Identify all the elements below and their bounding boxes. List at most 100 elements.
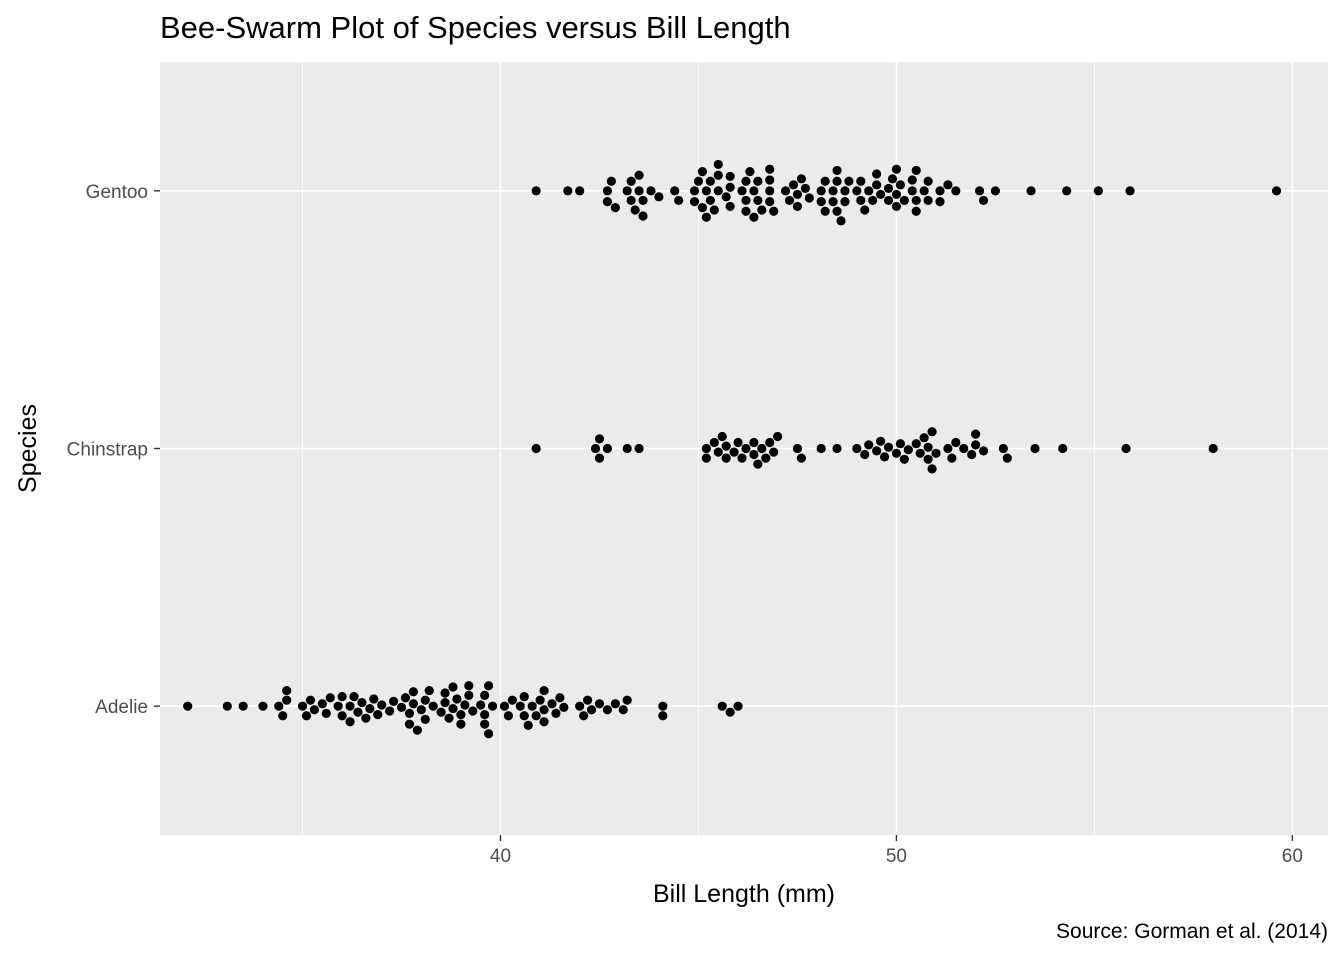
data-point-gentoo xyxy=(765,164,775,174)
data-point-gentoo xyxy=(1125,186,1135,196)
data-point-gentoo xyxy=(828,197,838,207)
data-point-gentoo xyxy=(907,175,917,185)
data-point-chinstrap xyxy=(1208,443,1218,454)
data-point-adelie xyxy=(345,717,355,727)
x-tick-label: 40 xyxy=(490,846,511,867)
data-point-gentoo xyxy=(923,195,933,206)
data-point-gentoo xyxy=(765,186,775,196)
data-point-adelie xyxy=(408,687,418,697)
data-point-gentoo xyxy=(891,164,902,174)
data-point-chinstrap xyxy=(796,453,807,463)
data-point-adelie xyxy=(535,695,545,705)
data-point-adelie xyxy=(484,681,494,691)
data-point-gentoo xyxy=(654,192,664,202)
data-point-adelie xyxy=(452,694,462,704)
data-point-gentoo xyxy=(769,206,779,216)
data-point-chinstrap xyxy=(709,437,719,448)
data-point-adelie xyxy=(499,701,510,711)
data-point-gentoo xyxy=(610,203,620,213)
data-point-gentoo xyxy=(852,186,862,196)
data-point-chinstrap xyxy=(919,433,929,443)
data-point-adelie xyxy=(539,685,549,696)
data-point-adelie xyxy=(658,701,668,711)
data-point-chinstrap xyxy=(915,448,925,458)
data-point-gentoo xyxy=(721,192,731,202)
data-point-chinstrap xyxy=(590,443,601,454)
data-point-adelie xyxy=(436,707,446,717)
data-point-adelie xyxy=(487,701,498,711)
data-point-gentoo xyxy=(943,180,953,190)
data-point-chinstrap xyxy=(864,440,874,450)
data-point-gentoo xyxy=(737,186,747,196)
data-point-adelie xyxy=(361,713,371,723)
data-point-adelie xyxy=(527,701,537,711)
data-point-chinstrap xyxy=(967,449,977,460)
data-point-gentoo xyxy=(705,176,715,186)
data-point-adelie xyxy=(373,709,383,720)
data-point-adelie xyxy=(420,695,430,705)
data-point-gentoo xyxy=(883,195,894,206)
data-point-adelie xyxy=(301,711,312,721)
data-point-adelie xyxy=(622,695,632,705)
data-point-chinstrap xyxy=(749,437,759,448)
data-point-chinstrap xyxy=(875,436,886,446)
data-point-gentoo xyxy=(765,175,775,185)
data-point-gentoo xyxy=(602,186,613,196)
data-point-chinstrap xyxy=(998,443,1008,454)
data-point-adelie xyxy=(523,720,533,730)
data-point-gentoo xyxy=(693,176,704,186)
data-point-gentoo xyxy=(780,186,791,196)
data-point-chinstrap xyxy=(634,443,644,454)
data-point-adelie xyxy=(547,699,557,709)
data-point-chinstrap xyxy=(792,443,803,454)
data-point-chinstrap xyxy=(947,453,957,463)
data-point-chinstrap xyxy=(1058,443,1068,454)
data-point-gentoo xyxy=(689,197,700,207)
data-point-gentoo xyxy=(840,186,850,196)
data-point-chinstrap xyxy=(899,454,909,464)
data-point-gentoo xyxy=(832,206,842,216)
chart-caption: Source: Gorman et al. (2014) xyxy=(1056,920,1328,943)
data-point-adelie xyxy=(480,719,490,729)
data-point-chinstrap xyxy=(765,437,775,448)
data-point-chinstrap xyxy=(701,453,711,463)
data-point-adelie xyxy=(480,709,490,720)
data-point-gentoo xyxy=(907,186,917,196)
data-point-adelie xyxy=(515,701,525,711)
data-point-gentoo xyxy=(911,165,921,176)
data-point-chinstrap xyxy=(741,443,751,454)
data-point-adelie xyxy=(456,709,466,720)
data-point-chinstrap xyxy=(721,453,731,463)
data-point-gentoo xyxy=(864,186,874,196)
data-point-gentoo xyxy=(697,167,708,177)
data-point-adelie xyxy=(282,685,292,696)
data-point-chinstrap xyxy=(713,447,723,457)
data-point-adelie xyxy=(412,725,422,735)
data-point-adelie xyxy=(586,705,597,715)
data-point-chinstrap xyxy=(769,447,779,457)
data-point-gentoo xyxy=(887,174,898,184)
data-point-adelie xyxy=(519,691,529,702)
data-point-gentoo xyxy=(820,206,830,216)
data-point-adelie xyxy=(357,697,367,708)
data-point-gentoo xyxy=(816,197,826,207)
data-point-gentoo xyxy=(674,195,684,206)
data-point-chinstrap xyxy=(816,443,826,454)
data-point-gentoo xyxy=(709,205,719,215)
data-point-chinstrap xyxy=(737,453,747,463)
data-point-gentoo xyxy=(697,203,708,213)
data-point-adelie xyxy=(420,714,430,724)
data-point-gentoo xyxy=(646,186,656,196)
data-point-chinstrap xyxy=(1030,443,1040,454)
data-point-adelie xyxy=(448,682,458,692)
data-point-gentoo xyxy=(705,195,715,206)
data-point-chinstrap xyxy=(927,427,937,437)
x-axis-ticks: 40 50 60 xyxy=(490,835,1303,867)
data-point-adelie xyxy=(456,719,466,729)
data-point-gentoo xyxy=(840,197,850,207)
data-point-gentoo xyxy=(872,169,882,179)
data-point-chinstrap xyxy=(951,437,961,448)
data-point-gentoo xyxy=(875,189,886,200)
data-point-adelie xyxy=(468,706,478,716)
data-point-gentoo xyxy=(622,186,632,196)
